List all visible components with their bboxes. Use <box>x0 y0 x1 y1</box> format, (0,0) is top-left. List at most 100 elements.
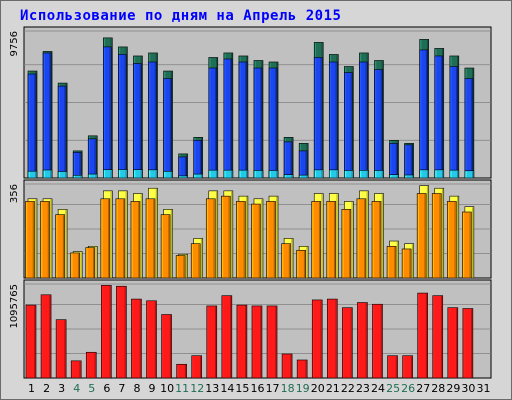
bar-visits-s1-day-28 <box>434 55 444 179</box>
bar-visits-s2-day-17 <box>268 170 279 179</box>
bar-volume-s0-day-22 <box>342 307 353 379</box>
bar-visits-s1-day-19 <box>298 150 308 179</box>
bar-volume-s0-day-9 <box>146 300 157 379</box>
bar-middle-s1-day-14 <box>221 195 231 279</box>
bar-visits-s2-day-24 <box>374 170 384 179</box>
bar-middle-s1-day-1 <box>25 201 35 279</box>
bar-visits-s1-day-12 <box>193 140 203 179</box>
bar-visits-s2-day-2 <box>42 169 53 179</box>
bar-visits-s2-day-29 <box>449 169 460 179</box>
bar-visits-s2-day-14 <box>223 169 234 179</box>
bar-middle-s1-day-24 <box>371 201 382 279</box>
bar-visits-s2-day-12 <box>193 173 204 179</box>
bar-visits-s2-day-23 <box>359 170 369 179</box>
panel-visits: 9756 <box>9 26 492 179</box>
bar-visits-s2-day-1 <box>27 170 38 179</box>
x-tick-label: 2 <box>43 382 50 395</box>
bar-middle-s1-day-11 <box>175 255 186 279</box>
bar-volume-s0-day-20 <box>311 299 323 379</box>
bar-volume-s0-day-21 <box>326 298 338 379</box>
bar-volume-s0-day-17 <box>266 305 278 379</box>
bar-visits-s2-day-20 <box>313 169 324 179</box>
bar-middle-s1-day-20 <box>311 201 322 279</box>
bar-volume-s0-day-11 <box>176 363 187 379</box>
x-tick-label: 6 <box>103 382 110 395</box>
bar-visits-s2-day-6 <box>103 169 113 179</box>
bar-middle-s1-day-28 <box>431 193 442 279</box>
x-tick-label: 28 <box>431 382 445 395</box>
bar-visits-s1-day-27 <box>419 49 428 179</box>
x-tick-label: 18 <box>281 382 295 395</box>
bar-visits-s1-day-10 <box>163 78 172 179</box>
bar-volume-s0-day-8 <box>131 298 142 379</box>
bar-volume-s0-day-4 <box>70 360 82 379</box>
bar-visits-s2-day-27 <box>419 169 429 179</box>
bar-middle-s1-day-15 <box>236 201 246 279</box>
bar-visits-s2-day-9 <box>148 169 158 179</box>
bar-visits-s1-day-18 <box>283 141 293 179</box>
bar-middle-s1-day-25 <box>386 246 397 279</box>
bar-volume-s0-day-15 <box>236 304 248 379</box>
bar-visits-s1-day-11 <box>178 156 187 179</box>
bar-middle-s1-day-23 <box>356 198 367 279</box>
bar-visits-s2-day-7 <box>118 169 128 179</box>
bar-middle-s1-day-21 <box>326 201 337 279</box>
bar-visits-s2-day-22 <box>344 170 354 179</box>
bar-middle-s1-day-4 <box>70 252 80 279</box>
bar-visits-s1-day-2 <box>42 52 52 179</box>
bar-volume-s0-day-10 <box>161 314 172 379</box>
bar-volume-s0-day-24 <box>372 303 383 379</box>
x-tick-label: 20 <box>311 382 325 395</box>
bar-volume-s0-day-13 <box>206 305 218 379</box>
bar-volume-s0-day-25 <box>387 355 398 379</box>
bar-volume-s0-day-30 <box>462 308 474 379</box>
chart-title: Использование по дням на Апрель 2015 <box>20 8 342 24</box>
bar-volume-s0-day-29 <box>447 307 459 379</box>
bar-visits-s1-day-5 <box>87 138 97 179</box>
bar-volume-s0-day-1 <box>25 304 37 379</box>
x-tick-label: 30 <box>461 382 475 395</box>
bar-visits-s1-day-20 <box>313 57 323 179</box>
x-tick-label: 13 <box>205 382 219 395</box>
x-tick-label: 16 <box>251 382 265 395</box>
bar-visits-s2-day-30 <box>464 170 475 179</box>
bar-visits-s1-day-9 <box>148 61 157 179</box>
bar-visits-s1-day-22 <box>344 72 353 179</box>
bar-visits-s1-day-25 <box>389 143 398 179</box>
bar-middle-s1-day-22 <box>341 209 352 279</box>
bar-visits-s1-day-1 <box>27 73 37 179</box>
x-tick-label: 7 <box>118 382 125 395</box>
x-tick-label: 9 <box>149 382 156 395</box>
bar-visits-s1-day-29 <box>449 66 459 179</box>
bar-visits-s2-day-3 <box>57 171 68 179</box>
x-tick-label: 1 <box>28 382 35 395</box>
panel-visits-ytick-label: 9756 <box>9 31 20 56</box>
bar-visits-s1-day-30 <box>464 78 474 179</box>
bar-visits-s1-day-24 <box>374 69 383 179</box>
x-tick-label: 12 <box>190 382 204 395</box>
panel-middle: 356 <box>9 179 492 279</box>
bar-middle-s1-day-30 <box>462 211 472 279</box>
bar-volume-s0-day-19 <box>296 359 308 379</box>
x-tick-label: 29 <box>446 382 460 395</box>
bar-visits-s1-day-6 <box>103 46 112 179</box>
x-tick-label: 17 <box>266 382 280 395</box>
x-tick-label: 19 <box>296 382 310 395</box>
bar-visits-s2-day-8 <box>133 169 143 179</box>
bar-visits-s1-day-3 <box>57 85 67 179</box>
x-tick-label: 11 <box>175 382 189 395</box>
bar-visits-s1-day-13 <box>208 67 218 179</box>
bar-volume-s0-day-7 <box>116 285 127 379</box>
x-tick-label: 21 <box>326 382 340 395</box>
bar-visits-s2-day-28 <box>434 169 445 179</box>
x-tick-label: 8 <box>133 382 140 395</box>
bar-visits-s2-day-26 <box>404 174 414 179</box>
bar-middle-s1-day-7 <box>115 198 126 279</box>
bar-middle-s1-day-2 <box>40 201 50 279</box>
bar-visits-s1-day-8 <box>133 63 142 179</box>
bar-middle-s1-day-13 <box>205 198 216 279</box>
x-tick-label: 22 <box>341 382 355 395</box>
x-tick-label: 3 <box>58 382 65 395</box>
